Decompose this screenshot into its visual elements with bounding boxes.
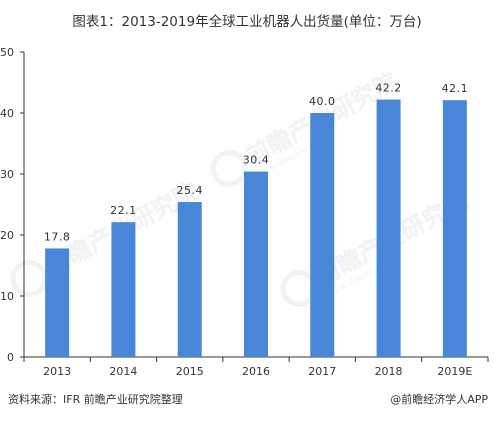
y-ticks: 0 10 20 30 40 50 [0,46,24,364]
x-tick-label: 2015 [176,365,204,378]
bar-2018 [376,99,401,357]
x-labels: 2013 2014 2015 2016 2017 2018 2019E [43,365,472,378]
bar-value-label: 42.2 [375,82,402,95]
bar-2017 [310,113,335,357]
bar-value-label: 40.0 [309,95,336,108]
x-tick-label: 2019E [437,365,472,378]
bars [45,99,467,357]
bar-2014 [111,222,136,357]
bar-value-label: 17.8 [44,230,71,243]
y-tick-label: 10 [0,290,14,303]
footer: 资料来源：IFR 前瞻产业研究院整理 @前瞻经济学人APP [0,391,494,411]
watermark: 前瞻产业研究院 www.qianzhan.com 前瞻产业研究院 前瞻产业研究院… [10,67,473,307]
bar-2013 [45,248,70,357]
bar-2019E [442,100,467,357]
x-ticks [23,357,489,362]
y-tick-label: 20 [0,229,14,242]
x-tick-label: 2014 [109,365,137,378]
x-tick-label: 2013 [43,365,71,378]
x-tick-label: 2016 [242,365,270,378]
bar-2016 [244,171,268,357]
y-tick-label: 50 [0,46,14,59]
bar-labels: 17.8 22.1 25.4 30.4 40.0 42.2 42.1 [44,82,468,244]
y-tick-label: 0 [7,351,14,364]
bar-value-label: 42.1 [442,82,469,95]
y-tick-label: 40 [0,107,14,120]
chart-title: 图表1：2013-2019年全球工业机器人出货量(单位：万台) [72,14,422,30]
source-note: 资料来源：IFR 前瞻产业研究院整理 [8,393,183,406]
x-tick-label: 2017 [308,365,336,378]
bar-value-label: 25.4 [176,184,203,197]
bar-2015 [177,202,202,357]
y-tick-label: 30 [0,168,14,181]
bar-value-label: 30.4 [243,154,270,167]
x-tick-label: 2018 [375,365,403,378]
bar-value-label: 22.1 [110,204,137,217]
credit-note: @前瞻经济学人APP [390,393,488,406]
